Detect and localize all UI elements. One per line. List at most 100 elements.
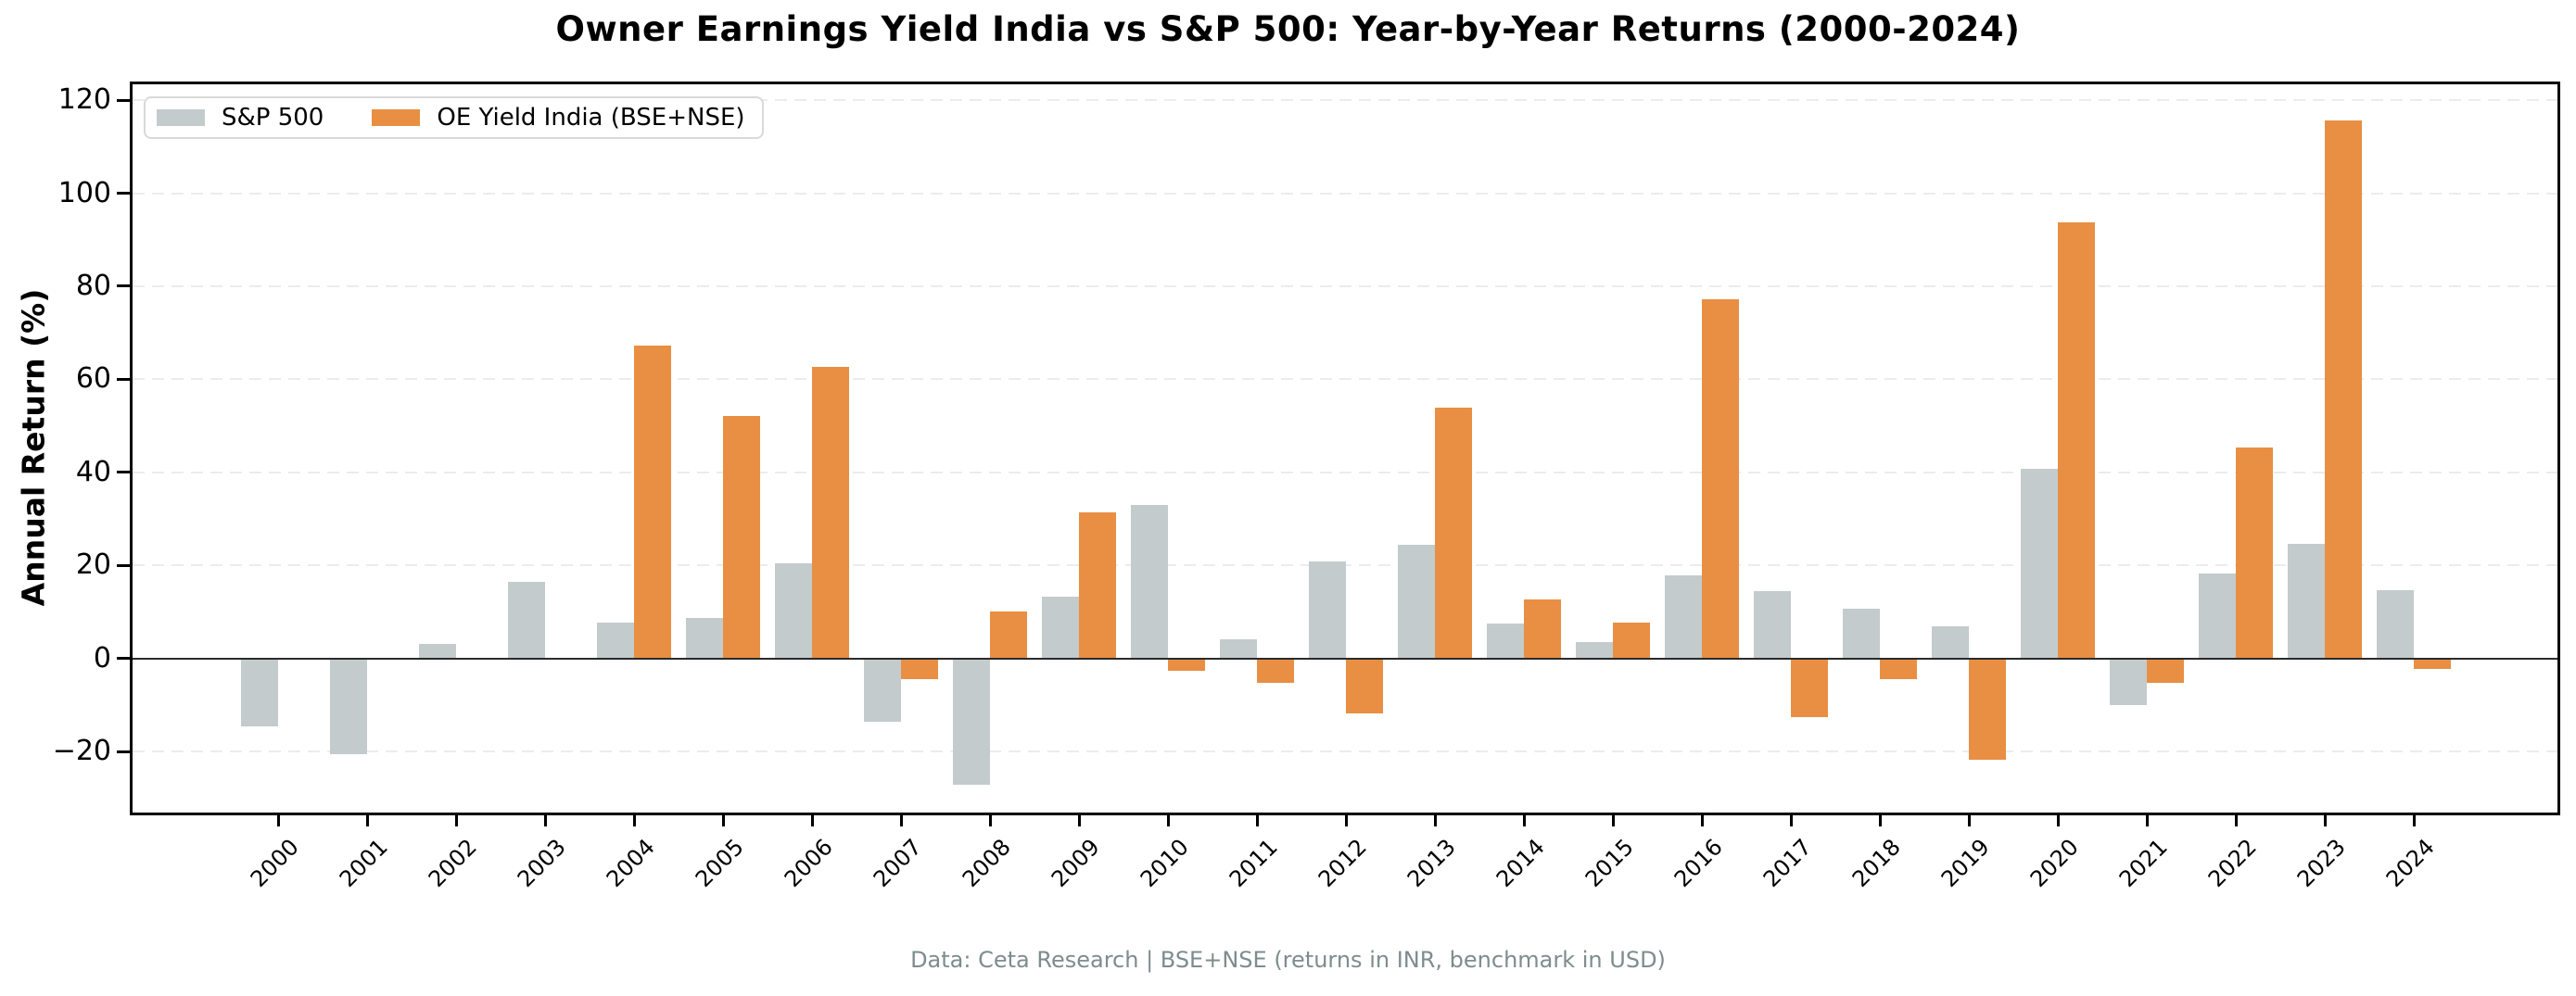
bar-sp500-2014 bbox=[1487, 624, 1524, 659]
x-tick-label-2004: 2004 bbox=[601, 834, 660, 892]
bar-sp500-2021 bbox=[2110, 658, 2147, 706]
bar-sp500-2019 bbox=[1932, 625, 1969, 659]
bar-india-2014 bbox=[1524, 599, 1561, 659]
bar-sp500-2000 bbox=[241, 658, 278, 727]
y-tick-label-100: 100 bbox=[57, 176, 111, 209]
x-tick-mark-2023 bbox=[2323, 815, 2327, 826]
gridline-120 bbox=[133, 99, 2557, 102]
x-tick-label-2019: 2019 bbox=[1935, 834, 1995, 892]
x-tick-label-2010: 2010 bbox=[1135, 834, 1194, 892]
bar-india-2013 bbox=[1435, 408, 1472, 659]
x-tick-label-2005: 2005 bbox=[690, 834, 749, 892]
x-tick-mark-2011 bbox=[1255, 815, 1259, 826]
bar-sp500-2003 bbox=[508, 582, 545, 659]
x-tick-label-2013: 2013 bbox=[1402, 834, 1461, 892]
zero-line bbox=[133, 657, 2557, 660]
x-tick-label-2014: 2014 bbox=[1491, 834, 1550, 892]
bar-sp500-2002 bbox=[419, 644, 456, 659]
gridline-60 bbox=[133, 378, 2557, 381]
x-tick-label-2011: 2011 bbox=[1224, 834, 1283, 892]
x-tick-label-2002: 2002 bbox=[423, 834, 482, 892]
x-tick-label-2016: 2016 bbox=[1669, 834, 1728, 892]
bar-india-2016 bbox=[1702, 299, 1739, 659]
x-tick-mark-2004 bbox=[632, 815, 636, 826]
bar-india-2005 bbox=[723, 415, 760, 659]
bar-sp500-2013 bbox=[1398, 544, 1435, 659]
x-tick-mark-2017 bbox=[1789, 815, 1793, 826]
x-tick-mark-2010 bbox=[1166, 815, 1170, 826]
y-tick-label-0: 0 bbox=[93, 641, 111, 675]
x-tick-label-2001: 2001 bbox=[334, 834, 393, 892]
bar-india-2021 bbox=[2147, 658, 2184, 683]
y-tick-label-20: 20 bbox=[75, 548, 111, 582]
bar-india-2024 bbox=[2414, 658, 2451, 669]
bar-india-2012 bbox=[1346, 658, 1383, 713]
y-tick-mark-0 bbox=[117, 657, 130, 661]
y-tick-mark-20 bbox=[117, 563, 130, 567]
x-tick-mark-2000 bbox=[276, 815, 280, 826]
bar-sp500-2005 bbox=[686, 617, 723, 659]
bar-india-2008 bbox=[990, 611, 1027, 659]
footer-caption: Data: Ceta Research | BSE+NSE (returns i… bbox=[910, 947, 1666, 973]
bar-sp500-2007 bbox=[864, 658, 901, 722]
x-tick-mark-2014 bbox=[1522, 815, 1526, 826]
y-tick-label-80: 80 bbox=[75, 269, 111, 302]
x-tick-mark-2001 bbox=[365, 815, 369, 826]
y-tick-label--20: −20 bbox=[52, 735, 111, 768]
x-tick-label-2017: 2017 bbox=[1758, 834, 1817, 892]
x-tick-label-2024: 2024 bbox=[2380, 834, 2440, 892]
y-tick-mark-120 bbox=[117, 98, 130, 102]
bar-india-2017 bbox=[1791, 658, 1828, 717]
bar-sp500-2015 bbox=[1576, 641, 1613, 659]
legend-label-sp500: S&P 500 bbox=[222, 104, 324, 132]
x-tick-label-2021: 2021 bbox=[2113, 834, 2173, 892]
legend: S&P 500 OE Yield India (BSE+NSE) bbox=[144, 96, 764, 139]
y-tick-mark-60 bbox=[117, 377, 130, 381]
x-tick-label-2006: 2006 bbox=[779, 834, 838, 892]
x-tick-label-2012: 2012 bbox=[1313, 834, 1372, 892]
y-tick-label-60: 60 bbox=[75, 362, 111, 396]
y-tick-label-120: 120 bbox=[57, 83, 111, 117]
x-tick-label-2007: 2007 bbox=[868, 834, 927, 892]
bar-sp500-2024 bbox=[2377, 589, 2414, 659]
bar-sp500-2011 bbox=[1220, 639, 1257, 659]
x-tick-mark-2020 bbox=[2056, 815, 2060, 826]
x-tick-mark-2006 bbox=[810, 815, 814, 826]
y-tick-mark--20 bbox=[117, 750, 130, 753]
x-tick-mark-2005 bbox=[721, 815, 725, 826]
x-tick-label-2022: 2022 bbox=[2202, 834, 2262, 892]
bar-india-2023 bbox=[2325, 120, 2362, 659]
x-tick-mark-2002 bbox=[454, 815, 458, 826]
y-tick-label-40: 40 bbox=[75, 455, 111, 488]
bar-sp500-2012 bbox=[1309, 561, 1346, 659]
sp500-swatch-icon bbox=[157, 109, 205, 126]
bar-india-2011 bbox=[1257, 658, 1294, 684]
bar-sp500-2020 bbox=[2021, 469, 2058, 659]
x-tick-mark-2003 bbox=[543, 815, 547, 826]
bar-sp500-2006 bbox=[775, 562, 812, 659]
x-tick-mark-2019 bbox=[1967, 815, 1971, 826]
bar-sp500-2022 bbox=[2199, 574, 2236, 659]
x-tick-label-2009: 2009 bbox=[1046, 834, 1105, 892]
y-tick-mark-100 bbox=[117, 192, 130, 195]
x-tick-mark-2007 bbox=[899, 815, 903, 826]
bar-india-2022 bbox=[2236, 447, 2273, 659]
india-swatch-icon bbox=[372, 109, 421, 126]
x-tick-mark-2008 bbox=[988, 815, 992, 826]
bar-sp500-2009 bbox=[1042, 596, 1079, 659]
legend-item-sp500: S&P 500 bbox=[157, 104, 324, 132]
x-tick-mark-2009 bbox=[1077, 815, 1081, 826]
y-tick-mark-40 bbox=[117, 471, 130, 474]
gridline-100 bbox=[133, 192, 2557, 195]
x-tick-label-2003: 2003 bbox=[512, 834, 571, 892]
x-tick-label-2023: 2023 bbox=[2291, 834, 2351, 892]
bar-sp500-2004 bbox=[597, 622, 634, 659]
bar-sp500-2001 bbox=[330, 658, 367, 755]
bar-sp500-2016 bbox=[1665, 574, 1702, 659]
gridline--20 bbox=[133, 750, 2557, 753]
x-tick-mark-2018 bbox=[1878, 815, 1882, 826]
legend-item-india: OE Yield India (BSE+NSE) bbox=[372, 104, 745, 132]
bar-india-2004 bbox=[634, 346, 671, 659]
gridline-80 bbox=[133, 284, 2557, 287]
